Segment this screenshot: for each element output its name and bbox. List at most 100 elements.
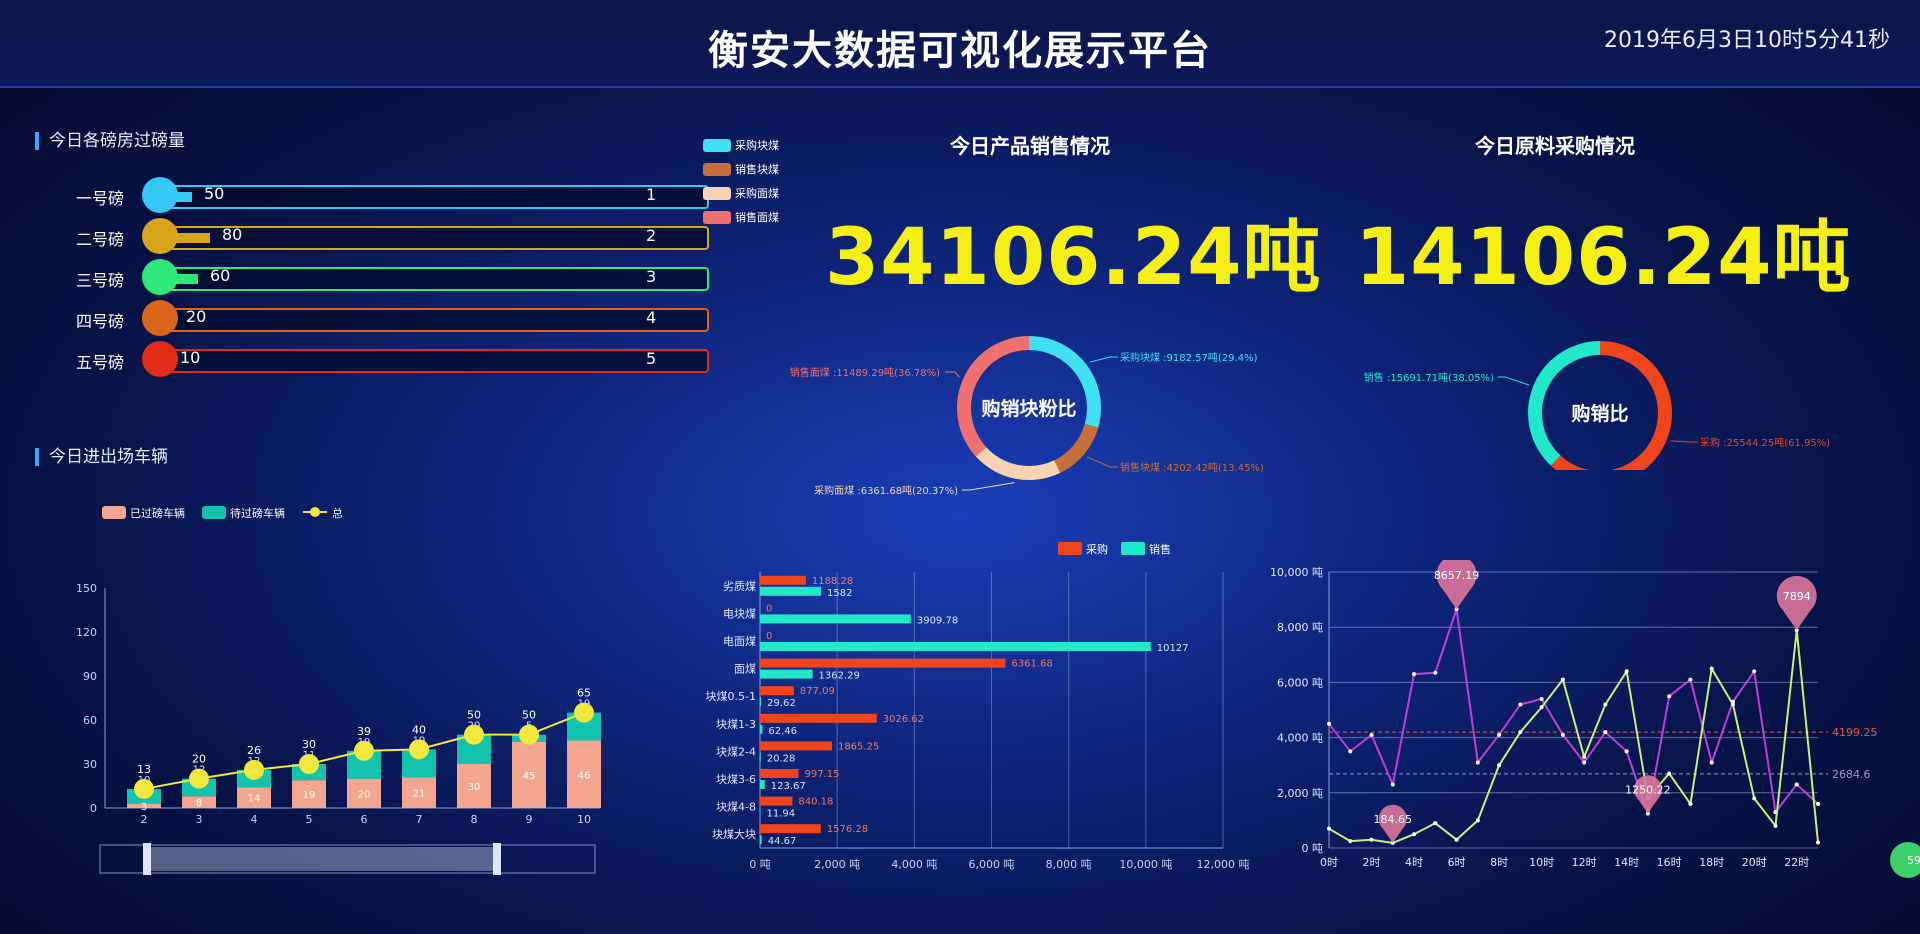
total-point xyxy=(134,778,154,799)
series-line xyxy=(1328,630,1819,844)
series-point xyxy=(1539,705,1544,710)
donut-slice xyxy=(1029,336,1101,428)
series-point xyxy=(1327,721,1331,726)
scale-track xyxy=(160,308,709,332)
scale-name: 四号磅 xyxy=(76,312,125,331)
bar-label-purchase: 997.15 xyxy=(804,769,839,780)
x-tick-label: 0 吨 xyxy=(749,858,771,871)
x-tick-label: 8时 xyxy=(1490,856,1508,869)
bar-label-passed: 45 xyxy=(523,771,536,782)
scale-value: 20 xyxy=(186,307,207,326)
bar-passed xyxy=(512,742,546,808)
marker-label: 8657.19 xyxy=(1434,569,1480,582)
bar-sales xyxy=(760,780,765,789)
bar-sales xyxy=(760,642,1151,651)
x-tick-label: 6 xyxy=(361,813,368,826)
series-point xyxy=(1454,607,1459,612)
y-tick-label: 2,000 吨 xyxy=(1277,787,1323,800)
bar-passed xyxy=(292,780,326,808)
bar-label-purchase: 3026.62 xyxy=(883,714,924,725)
series-point xyxy=(1433,670,1438,675)
bar-passed xyxy=(182,796,216,808)
bar-label-purchase: 1188.28 xyxy=(812,576,853,587)
bar-passed xyxy=(402,777,436,808)
bar-label-sales: 11.94 xyxy=(766,809,795,820)
series-point xyxy=(1688,677,1693,682)
series-point xyxy=(1752,796,1757,801)
series-point xyxy=(1794,782,1799,787)
series-point xyxy=(1709,666,1714,671)
bar-sales xyxy=(760,669,813,679)
scale-value: 10 xyxy=(180,348,201,367)
scale-dot xyxy=(142,259,178,295)
legend-item[interactable]: 采购面煤 xyxy=(703,181,779,205)
total-label: 30 xyxy=(302,738,316,751)
series-point xyxy=(1369,732,1374,737)
bar-purchase xyxy=(760,575,806,585)
donut-slice xyxy=(1528,341,1600,466)
y-tick-label: 120 xyxy=(76,626,97,639)
scale-dot xyxy=(142,177,178,213)
series-point xyxy=(1560,732,1565,737)
series-point xyxy=(1752,669,1757,674)
sales-title: 今日产品销售情况 xyxy=(950,134,1110,158)
legend-item[interactable]: 销售块煤 xyxy=(703,157,779,181)
bar-purchase xyxy=(760,741,832,751)
x-tick-label: 12时 xyxy=(1572,856,1597,869)
x-tick-label: 9 xyxy=(526,813,533,826)
x-tick-label: 3 xyxy=(196,813,203,826)
y-tick-label: 10,000 吨 xyxy=(1270,566,1323,579)
series-point xyxy=(1348,839,1353,844)
bar-label-purchase: 877.09 xyxy=(800,686,835,697)
legend-label: 总 xyxy=(332,506,343,520)
total-label: 39 xyxy=(357,725,371,738)
bar-sales xyxy=(760,835,762,845)
y-tick-label: 60 xyxy=(83,714,97,727)
bar-purchase xyxy=(760,824,821,834)
series-point xyxy=(1454,837,1459,842)
bar-sales xyxy=(760,614,911,624)
bar-sales xyxy=(760,697,762,707)
scale-name: 一号磅 xyxy=(76,189,125,208)
bar-label-purchase: 1576.28 xyxy=(827,824,868,835)
donut-center-label: 购销块粉比 xyxy=(981,397,1076,420)
series-point xyxy=(1688,801,1693,806)
scale-value: 60 xyxy=(210,266,231,285)
x-tick-label: 10时 xyxy=(1529,856,1554,869)
scale-name: 二号磅 xyxy=(76,230,125,249)
badge-label: 59 xyxy=(1907,854,1920,867)
x-tick-label: 20时 xyxy=(1742,856,1767,869)
zoom-track xyxy=(99,844,596,874)
total-point xyxy=(464,724,484,745)
x-tick-label: 7 xyxy=(416,813,423,826)
bar-sales xyxy=(760,586,822,596)
series-point xyxy=(1348,749,1353,754)
legend-label: 销售 xyxy=(1149,542,1171,556)
x-tick-label: 8,000 吨 xyxy=(1046,858,1092,871)
donut-label: 销售 :15691.71吨(38.05%) xyxy=(1364,371,1494,384)
bar-label-sales: 1582 xyxy=(827,588,852,599)
series-point xyxy=(1369,837,1374,842)
series-point xyxy=(1518,730,1523,735)
legend-item[interactable]: 采购块煤 xyxy=(703,133,779,157)
donut-slice xyxy=(1054,423,1099,473)
series-point xyxy=(1560,677,1565,682)
marker-pin xyxy=(1436,560,1477,610)
zoom-handle-left xyxy=(143,843,151,875)
bar-label-purchase: 1865.25 xyxy=(838,741,879,752)
bar-label-sales: 1362.29 xyxy=(819,671,860,682)
hourly-line-chart: 10,000 吨 8,000 吨 6,000 吨 4,000 吨 2,000 吨 0 吨0… xyxy=(1270,560,1920,878)
total-point xyxy=(574,702,594,723)
scale-value: 80 xyxy=(222,225,243,244)
bar-passed xyxy=(347,778,381,808)
x-tick-label: 4时 xyxy=(1405,856,1423,869)
total-label: 26 xyxy=(247,744,261,757)
marker-pin xyxy=(1633,775,1662,814)
total-point xyxy=(519,724,539,745)
legend-item[interactable]: 销售面煤 xyxy=(703,205,779,229)
y-tick-label: 劣质煤 xyxy=(723,579,756,593)
scale-fill xyxy=(162,233,210,243)
bar-label-sales: 29.62 xyxy=(767,698,796,709)
scale-rank: 1 xyxy=(646,185,657,204)
y-tick-label: 块煤1-3 xyxy=(716,718,756,731)
